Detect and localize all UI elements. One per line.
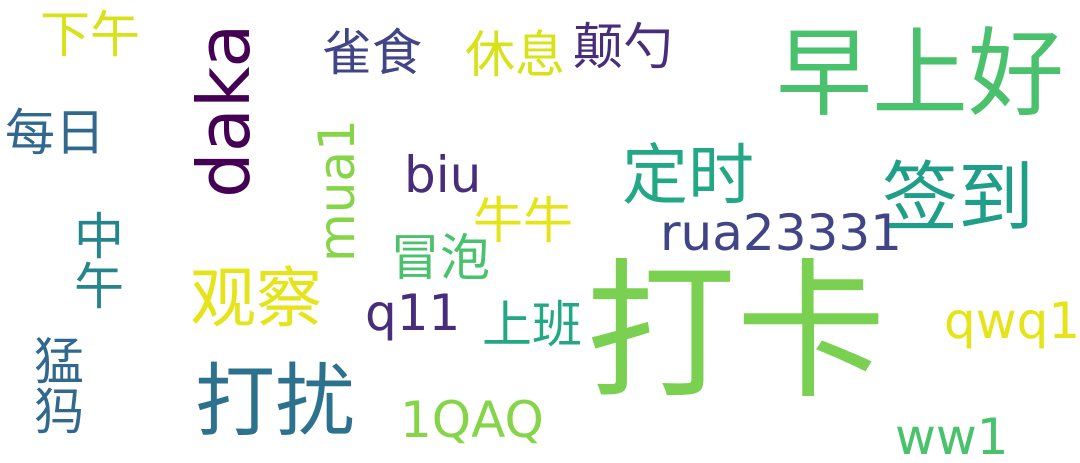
word-dingshi: 定时 (622, 137, 754, 214)
word-qwq1: qwq1 (944, 292, 1080, 350)
word-daka-en: daka (182, 23, 266, 198)
word-q11: q11 (365, 284, 461, 342)
word-ww1: ww1 (895, 408, 1009, 463)
word-daka: 打卡 (586, 246, 887, 420)
word-mua1: mua1 (308, 119, 366, 262)
word-zhongwu: 中午 (66, 210, 124, 310)
word-niuniu: 牛牛 (473, 192, 573, 250)
word-guancha: 观察 (190, 260, 322, 337)
word-shangban: 上班 (482, 296, 582, 354)
word-zaoshang: 早上好 (776, 18, 1064, 130)
word-dianshao: 颠勺 (573, 18, 673, 76)
word-xiawu: 下午 (40, 6, 140, 64)
word-1qaq: 1QAQ (400, 391, 544, 449)
word-darao: 打扰 (195, 355, 355, 448)
word-qiandao: 签到 (882, 153, 1034, 242)
word-maopao: 冒泡 (390, 229, 490, 287)
word-meiri: 每日 (5, 104, 105, 162)
word-biu: biu (404, 146, 482, 204)
word-rua: rua23331 (660, 204, 902, 262)
word-xiuxi: 休息 (465, 26, 565, 84)
word-mengma: 猛犸 (26, 335, 84, 435)
word-queshi: 雀食 (322, 24, 422, 82)
